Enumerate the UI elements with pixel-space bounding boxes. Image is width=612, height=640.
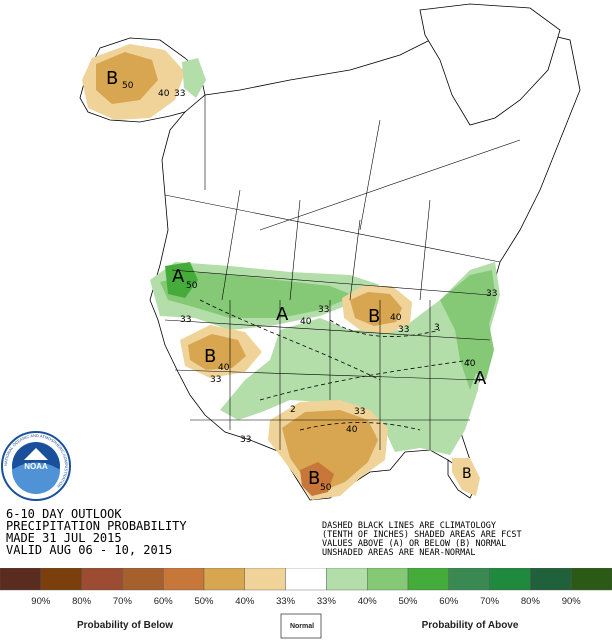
plains-above-letter: A	[276, 304, 289, 325]
noaa-logo: NOAA NATIONAL OCEANIC AND ATMOSPHERIC AD…	[1, 431, 71, 501]
title-line-1: 6-10 DAY OUTLOOK	[6, 507, 122, 521]
alaska-50-label: 50	[122, 81, 134, 91]
legend-percent-label: 80%	[521, 596, 541, 607]
legend-percent-label: 90%	[562, 596, 582, 607]
northwest-50-label: 50	[186, 281, 198, 291]
plains-33-label: 33	[318, 305, 329, 315]
political-boundaries	[164, 95, 521, 450]
legend-swatch	[244, 568, 286, 591]
plains-40-label: 40	[300, 317, 312, 327]
great-basin-33-label: 33	[210, 375, 221, 385]
texas-below-50	[300, 462, 334, 496]
northwest-above-letter: A	[172, 266, 185, 287]
title-line-3: MADE 31 JUL 2015	[6, 531, 122, 545]
note-line-3: VALUES ABOVE (A) OR BELOW (B) NORMAL	[322, 539, 506, 549]
climatology-2-label: 2	[290, 405, 296, 415]
great-basin-below-40	[188, 334, 246, 370]
great-lakes-33-label: 33	[398, 325, 409, 335]
legend-below-caption: Probability of Below	[77, 620, 173, 631]
legend-swatch	[0, 568, 41, 591]
texas-50-label: 50	[320, 483, 332, 493]
legend-swatch	[40, 568, 82, 591]
alaska-below-50	[96, 52, 158, 104]
legend-percent-label: 33%	[276, 596, 296, 607]
legend-percent-label: 50%	[194, 596, 214, 607]
legend-swatch	[571, 568, 612, 591]
legend-percent-label: 70%	[113, 596, 133, 607]
noaa-logo-text: NOAA	[24, 462, 48, 471]
legend-swatches	[0, 568, 612, 591]
legend-swatch	[81, 568, 123, 591]
northeast-above-letter: A	[474, 368, 487, 389]
title-line-2: PRECIPITATION PROBABILITY	[6, 519, 187, 533]
legend-swatch	[285, 568, 327, 591]
northwest-33-label: 33	[180, 315, 191, 325]
climatology-3-label: 3	[434, 323, 440, 333]
mid-atlantic-above-50	[470, 318, 494, 380]
legend-swatch	[162, 568, 205, 591]
florida-below-letter: B	[462, 466, 472, 482]
alaska-above-green	[182, 58, 206, 98]
legend-percent-labels: 90% 80% 70% 60% 50% 40% 33% 33% 40% 50% 60% 70% 80% 9…	[31, 596, 581, 607]
legend-percent-label: 50%	[398, 596, 418, 607]
title-block: 6-10 DAY OUTLOOK PRECIPITATION PROBABILI…	[6, 507, 187, 557]
alaska-40-label: 40	[158, 89, 170, 99]
legend-swatch	[122, 568, 164, 591]
legend-percent-label: 40%	[235, 596, 255, 607]
legend-percent-label: 60%	[154, 596, 174, 607]
title-line-4: VALID AUG 06 - 10, 2015	[6, 543, 172, 557]
legend-normal-caption: Normal	[290, 623, 314, 630]
great-basin-below-letter: B	[204, 346, 216, 367]
legend-swatch	[203, 568, 245, 591]
legend-swatch	[326, 568, 368, 591]
legend-swatch	[489, 568, 531, 591]
notes-block: DASHED BLACK LINES ARE CLIMATOLOGY (TENT…	[322, 521, 522, 558]
texas-below-letter: B	[308, 468, 320, 489]
greenland-outline	[419, 3, 561, 126]
alaska-below-letter: B	[106, 68, 118, 89]
note-line-1: DASHED BLACK LINES ARE CLIMATOLOGY	[322, 521, 496, 531]
east-above-40	[440, 270, 496, 390]
note-line-2: (TENTH OF INCHES) SHADED AREAS ARE FCST	[322, 530, 522, 540]
note-line-4: UNSHADED AREAS ARE NEAR-NORMAL	[322, 548, 476, 558]
legend-swatch	[448, 568, 490, 591]
probability-legend: 90% 80% 70% 60% 50% 40% 33% 33% 40% 50% 60% 70% 80% 9…	[0, 568, 612, 639]
legend-percent-label: 40%	[358, 596, 378, 607]
alaska-33-label: 33	[174, 89, 185, 99]
legend-swatch	[530, 568, 572, 591]
climatology-lines	[199, 299, 471, 431]
northwest-above-50	[165, 262, 198, 298]
legend-percent-label: 90%	[31, 596, 51, 607]
northern-above-40	[160, 272, 355, 318]
northeast-33-label: 33	[486, 289, 497, 299]
legend-percent-label: 60%	[439, 596, 459, 607]
texas-33-label: 33	[354, 407, 365, 417]
great-lakes-below-40	[350, 292, 402, 326]
florida-below-33	[452, 458, 480, 496]
map-text: B 50 40 33 A 50 33 A 40 33 B 40 33 B 40 …	[106, 68, 497, 493]
legend-swatch	[367, 568, 409, 591]
southwest-33-label: 33	[240, 435, 251, 445]
northeast-40-label: 40	[464, 359, 476, 369]
precipitation-outlook-map: B 50 40 33 A 50 33 A 40 33 B 40 33 B 40 …	[1, 3, 581, 558]
texas-40-label: 40	[346, 425, 358, 435]
legend-percent-label: 80%	[72, 596, 92, 607]
great-lakes-below-letter: B	[368, 306, 380, 327]
legend-above-caption: Probability of Above	[422, 620, 519, 631]
great-basin-40-label: 40	[218, 363, 230, 373]
legend-percent-label: 33%	[317, 596, 337, 607]
legend-swatch	[407, 568, 449, 591]
great-lakes-40-label: 40	[390, 313, 402, 323]
legend-percent-label: 70%	[480, 596, 500, 607]
